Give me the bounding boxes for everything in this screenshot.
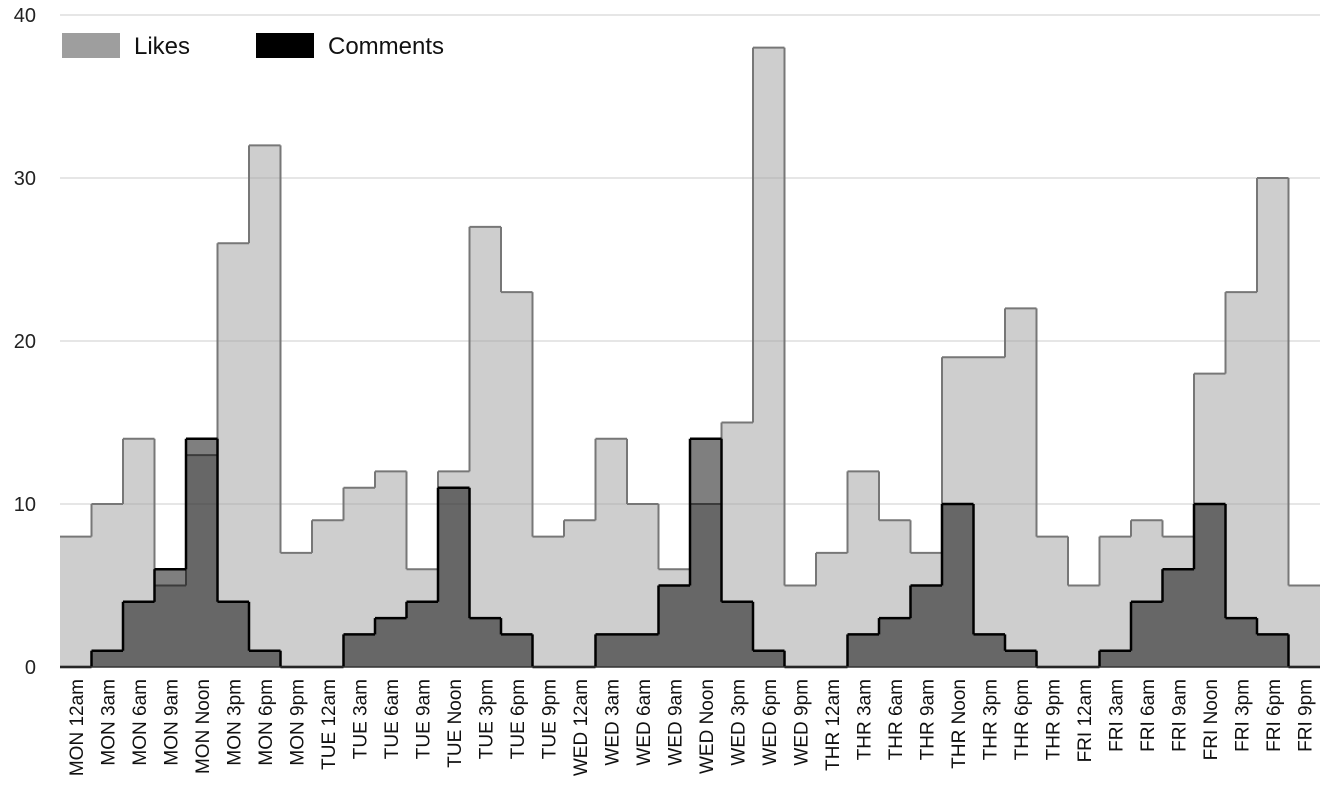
y-tick-label: 0 [25,657,36,679]
x-tick-label: WED 12am [571,679,592,776]
legend: Likes Comments [62,33,444,60]
x-tick-label: THR 9am [917,679,938,760]
x-tick-label: TUE 9pm [539,679,560,759]
y-tick-label: 20 [14,331,36,353]
y-axis-ticks: 0 10 20 30 40 [14,5,36,679]
x-tick-label: THR 3pm [980,679,1001,760]
x-tick-label: FRI Noon [1201,679,1222,760]
x-tick-label: TUE 12am [319,679,340,770]
x-tick-label: MON 3am [98,679,119,766]
x-tick-label: FRI 6am [1138,679,1159,752]
x-tick-label: THR 9pm [1043,679,1064,760]
x-tick-label: WED 6am [634,679,655,766]
legend-swatch-likes [62,33,120,58]
x-tick-label: WED 9pm [791,679,812,766]
x-tick-label: MON 3pm [224,679,245,766]
x-tick-label: TUE Noon [445,679,466,768]
x-tick-label: WED 3pm [728,679,749,766]
x-tick-label: THR 6pm [1012,679,1033,760]
x-tick-label: TUE 6pm [508,679,529,759]
x-tick-label: MON 9pm [287,679,308,766]
x-tick-label: MON 12am [67,679,88,776]
x-tick-label: THR 12am [823,679,844,771]
x-axis-ticks: MON 12am MON 3am MON 6am MON 9am MON Noon MON… [67,679,1317,776]
x-tick-label: TUE 9am [413,679,434,759]
x-tick-label: WED 3am [602,679,623,766]
x-tick-label: THR 6am [886,679,907,760]
x-tick-label: FRI 3am [1106,679,1127,752]
y-tick-label: 10 [14,494,36,516]
likes-area [60,47,1320,668]
x-tick-label: FRI 6pm [1264,679,1285,752]
x-tick-label: MON 6pm [256,679,277,766]
x-tick-label: TUE 6am [382,679,403,759]
x-tick-label: WED 6pm [760,679,781,766]
x-tick-label: THR Noon [949,679,970,769]
x-tick-label: TUE 3am [350,679,371,759]
x-tick-label: FRI 9pm [1295,679,1316,752]
x-tick-label: MON 9am [161,679,182,766]
y-tick-label: 40 [14,5,36,27]
legend-swatch-comments [256,33,314,58]
legend-label-comments: Comments [328,33,444,60]
x-tick-label: FRI 3pm [1232,679,1253,752]
x-tick-label: FRI 9am [1169,679,1190,752]
legend-label-likes: Likes [134,33,190,60]
x-tick-label: FRI 12am [1075,679,1096,762]
x-tick-label: WED Noon [697,679,718,774]
x-tick-label: THR 3am [854,679,875,760]
x-tick-label: MON 6am [130,679,151,766]
y-tick-label: 30 [14,168,36,190]
x-tick-label: MON Noon [193,679,214,774]
x-tick-label: TUE 3pm [476,679,497,759]
x-tick-label: WED 9am [665,679,686,766]
